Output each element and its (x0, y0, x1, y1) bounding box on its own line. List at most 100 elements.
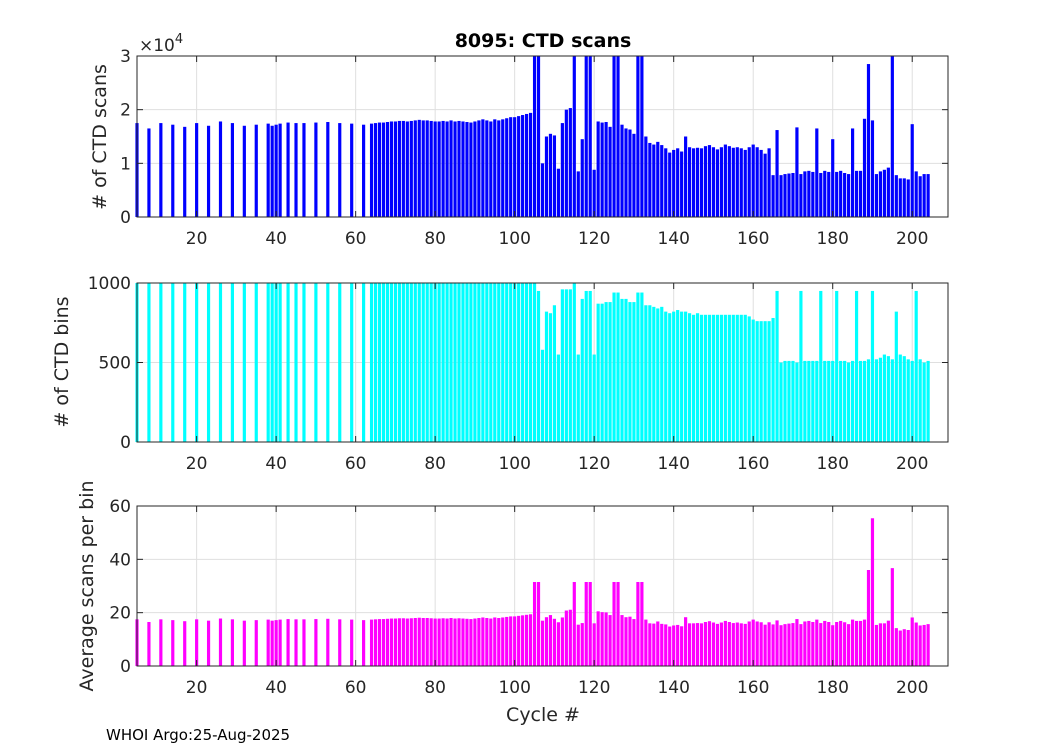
bar (914, 290, 918, 442)
bar (274, 124, 278, 217)
bar (620, 615, 624, 666)
bar (465, 283, 469, 442)
bar (803, 360, 807, 442)
bar (727, 314, 731, 442)
bar (886, 356, 890, 442)
bar (839, 170, 843, 217)
axis-ticks: 20 40 60 80 100 120 140 160 180 200 0 500 1000 (88, 274, 948, 474)
bar (616, 292, 620, 442)
x-tick-label: 180 (816, 454, 848, 474)
bar (723, 144, 727, 217)
bar (878, 357, 883, 442)
axis-ticks: 20 40 60 80 100 120 140 160 180 200 0 20 40 60 (109, 497, 948, 698)
bar (429, 283, 433, 442)
bar (584, 56, 588, 217)
bar (417, 119, 421, 217)
bar (902, 629, 906, 666)
bar (425, 120, 429, 217)
bar (866, 570, 871, 666)
bar (811, 171, 815, 217)
bar (854, 170, 859, 217)
bar (672, 625, 676, 666)
bar (632, 133, 636, 217)
bar (417, 617, 421, 666)
bar (807, 360, 811, 442)
bar (854, 620, 859, 666)
bar (747, 621, 751, 666)
bar (540, 620, 545, 666)
bar (564, 610, 568, 666)
bar (592, 169, 596, 217)
bar (445, 618, 449, 666)
bar (719, 622, 723, 666)
bar (624, 617, 628, 666)
bar (652, 306, 656, 442)
bar (799, 624, 803, 666)
bar (823, 360, 827, 442)
bar (831, 625, 835, 666)
x-tick-label: 60 (345, 454, 367, 474)
x-tick-label: 180 (816, 678, 848, 698)
bar (576, 624, 580, 666)
bar (266, 123, 270, 217)
bar (739, 314, 743, 442)
bar (230, 619, 234, 666)
bar (453, 121, 457, 217)
bar (421, 618, 425, 666)
x-tick-label: 40 (265, 454, 287, 474)
bar (525, 614, 529, 666)
bar (544, 311, 549, 442)
bar (453, 283, 457, 442)
bar (294, 123, 298, 217)
bar (159, 283, 163, 442)
x-tick-label: 200 (896, 229, 928, 249)
bar (727, 146, 731, 217)
bar (147, 622, 151, 666)
bar (421, 283, 425, 442)
bar (910, 124, 914, 217)
exponent-label: ×104 (139, 32, 183, 56)
bar (715, 149, 720, 217)
bar (870, 120, 875, 217)
bar (684, 617, 688, 666)
bar (195, 123, 199, 217)
bar (441, 120, 445, 217)
bar (819, 172, 823, 217)
bar (525, 283, 529, 442)
bar (835, 622, 839, 666)
bar (350, 619, 354, 666)
bar (445, 121, 449, 217)
bar (854, 290, 859, 442)
bar (831, 360, 835, 442)
bar (389, 618, 394, 666)
bar (171, 283, 175, 442)
y-tick-label: 20 (109, 604, 131, 624)
bar (381, 619, 386, 666)
bar (858, 620, 863, 666)
bar (302, 619, 306, 666)
x-tick-label: 20 (186, 678, 208, 698)
bar (890, 359, 894, 442)
bar (751, 319, 755, 442)
bar (517, 615, 521, 666)
bar (874, 624, 879, 666)
bar (513, 283, 517, 442)
bar (497, 120, 501, 217)
bar (505, 283, 509, 442)
bar (505, 616, 509, 666)
bar (906, 630, 910, 666)
bar (314, 122, 318, 217)
bar (413, 283, 417, 442)
bar (898, 354, 902, 442)
x-tick-label: 160 (737, 678, 769, 698)
bar (373, 283, 378, 442)
bar (266, 283, 270, 442)
bar (278, 123, 282, 217)
bar (449, 618, 453, 666)
bar (918, 625, 922, 666)
bar (572, 582, 576, 666)
bar (540, 349, 545, 442)
bar (604, 302, 608, 442)
bar (230, 123, 234, 217)
bar (851, 360, 855, 442)
